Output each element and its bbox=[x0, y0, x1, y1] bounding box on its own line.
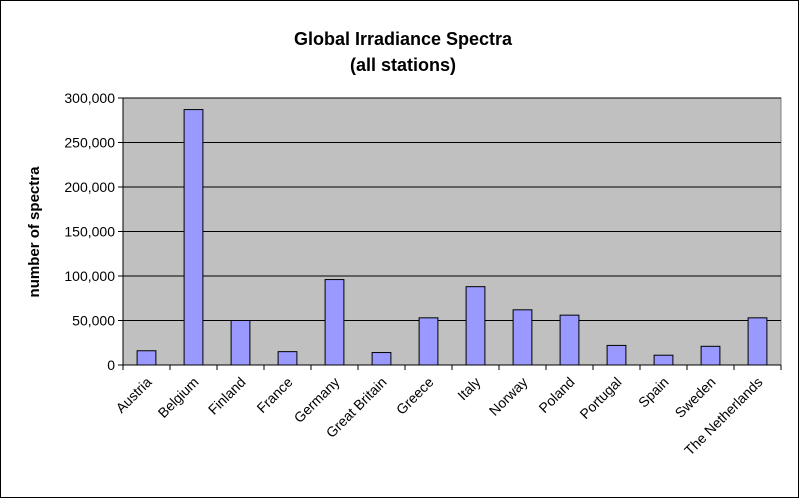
bar-great-britain bbox=[371, 352, 392, 366]
bar-poland bbox=[559, 314, 580, 366]
bar-sweden bbox=[700, 345, 721, 366]
x-tick-label: Austria bbox=[112, 374, 154, 416]
bar-france bbox=[277, 351, 298, 366]
y-tick-label: 250,000 bbox=[64, 135, 115, 151]
x-tick-labels: Austria Belgium Finland FranceGermanyGreat … bbox=[112, 374, 765, 459]
bar-series bbox=[136, 109, 768, 366]
x-tick-label: Italy bbox=[454, 374, 483, 403]
bar-greece bbox=[418, 317, 439, 366]
x-tick-label: Finland bbox=[205, 374, 249, 418]
x-tick-label: Portugal bbox=[576, 374, 624, 422]
bar-austria bbox=[136, 350, 157, 366]
bar-finland bbox=[230, 320, 251, 366]
bar-norway bbox=[512, 309, 533, 366]
chart-subtitle: (all stations) bbox=[350, 55, 456, 75]
y-tick-label: 200,000 bbox=[64, 179, 115, 195]
y-tick-label: 150,000 bbox=[64, 224, 115, 240]
bar-italy bbox=[465, 286, 486, 366]
y-tick-label: 100,000 bbox=[64, 268, 115, 284]
x-tick-label: Greece bbox=[393, 374, 437, 418]
x-tick-label: Spain bbox=[635, 374, 672, 411]
axes bbox=[122, 98, 782, 370]
x-tick-label: Sweden bbox=[672, 374, 719, 421]
chart-title: Global Irradiance Spectra bbox=[294, 29, 513, 49]
y-tick-label: 0 bbox=[107, 357, 115, 373]
y-tick-label: 300,000 bbox=[64, 90, 115, 106]
bar-the-netherlands bbox=[747, 317, 768, 366]
y-tick-labels: 0 50,000 100,000 150,000 200,000 250,000 300,0… bbox=[64, 90, 115, 373]
bar-germany bbox=[324, 279, 345, 366]
bar-portugal bbox=[606, 344, 627, 366]
x-tick-label: Poland bbox=[535, 374, 577, 416]
x-tick-label: France bbox=[253, 374, 295, 416]
x-tick-label: Belgium bbox=[155, 374, 202, 421]
bar-spain bbox=[653, 354, 674, 366]
y-tick-label: 50,000 bbox=[72, 313, 115, 329]
x-tick-label: Norway bbox=[486, 374, 531, 419]
bar-belgium bbox=[183, 109, 204, 366]
y-axis-title: number of spectra bbox=[26, 166, 43, 298]
